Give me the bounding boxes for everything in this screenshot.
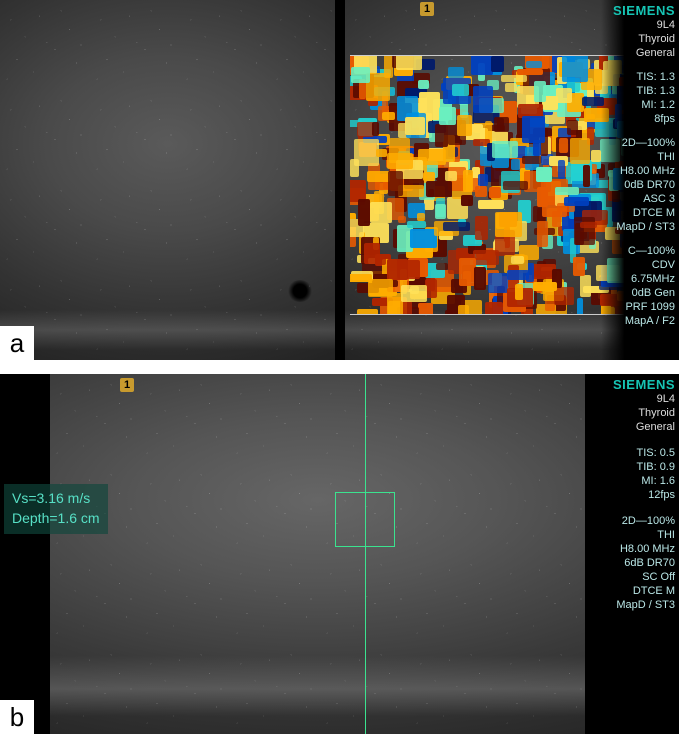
mode-label: General [600, 420, 675, 434]
map2-value: MapA / F2 [601, 314, 675, 328]
elastography-roi [335, 492, 395, 547]
map-value: MapD / ST3 [601, 220, 675, 234]
freq-value: H8.00 MHz [601, 164, 675, 178]
cdv-label: CDV [601, 258, 675, 272]
fps-value: 8fps [601, 112, 675, 126]
thi-label: THI [600, 528, 675, 542]
badge-letter: b [10, 702, 24, 733]
panel-a-doppler-view: 1 SIEMENS 9L4 Thyroid General TIS: 1.3 T… [345, 0, 679, 360]
panel-a: 1 SIEMENS 9L4 Thyroid General TIS: 1.3 T… [0, 0, 679, 360]
preset-label: Thyroid [601, 32, 675, 46]
asc-value: ASC 3 [601, 192, 675, 206]
anechoic-focus [287, 280, 313, 302]
vendor-label: SIEMENS [600, 378, 675, 392]
left-black-margin [0, 374, 50, 734]
gain-value: 0dB Gen [601, 286, 675, 300]
depth-value: Depth=1.6 cm [12, 508, 100, 528]
badge-letter: a [10, 328, 24, 359]
vendor-label: SIEMENS [601, 4, 675, 18]
thi-label: THI [601, 150, 675, 164]
mode-label: General [601, 46, 675, 60]
scan-parameters-a: SIEMENS 9L4 Thyroid General TIS: 1.3 TIB… [601, 0, 679, 360]
color-doppler-roi [350, 55, 632, 315]
measurement-overlay: Vs=3.16 m/s Depth=1.6 cm [4, 484, 108, 534]
hyperechoic-band [50, 656, 585, 716]
orientation-marker: 1 [120, 378, 134, 392]
probe-label: 9L4 [600, 392, 675, 406]
prf-value: PRF 1099 [601, 300, 675, 314]
freq-value: H8.00 MHz [600, 542, 675, 556]
elastography-line [365, 374, 366, 734]
orientation-marker: 1 [420, 2, 434, 16]
tib-value: TIB: 1.3 [601, 84, 675, 98]
right-black-margin [585, 374, 600, 734]
subpanel-badge-b: b [0, 700, 34, 734]
dr-value: 6dB DR70 [600, 556, 675, 570]
doppler-mosaic [350, 56, 632, 314]
shear-velocity-value: Vs=3.16 m/s [12, 488, 100, 508]
fps-value: 12fps [600, 488, 675, 502]
ultrasound-speckle [0, 0, 335, 360]
sc-value: SC Off [600, 570, 675, 584]
scan-parameters-b: SIEMENS 9L4 Thyroid General TIS: 0.5 TIB… [600, 374, 679, 734]
marker-label: 1 [124, 379, 130, 391]
hyperechoic-band [0, 310, 335, 350]
panel-b-view: 1 Vs=3.16 m/s Depth=1.6 cm [0, 374, 600, 734]
preset-label: Thyroid [600, 406, 675, 420]
panel-a-bmode-view [0, 0, 335, 360]
panel-b: 1 Vs=3.16 m/s Depth=1.6 cm SIEMENS 9L4 T… [0, 374, 679, 734]
mi-value: MI: 1.6 [600, 474, 675, 488]
tis-value: TIS: 0.5 [600, 446, 675, 460]
dtce-value: DTCE M [601, 206, 675, 220]
cfreq-value: 6.75MHz [601, 272, 675, 286]
dr-value: 0dB DR70 [601, 178, 675, 192]
panel-divider [335, 0, 345, 360]
tis-value: TIS: 1.3 [601, 70, 675, 84]
marker-label: 1 [424, 3, 430, 15]
tib-value: TIB: 0.9 [600, 460, 675, 474]
probe-label: 9L4 [601, 18, 675, 32]
zoom-value: 2D—100% [600, 514, 675, 528]
c-value: C—100% [601, 244, 675, 258]
subpanel-badge-a: a [0, 326, 34, 360]
mi-value: MI: 1.2 [601, 98, 675, 112]
dtce-value: DTCE M [600, 584, 675, 598]
map-value: MapD / ST3 [600, 598, 675, 612]
zoom-value: 2D—100% [601, 136, 675, 150]
